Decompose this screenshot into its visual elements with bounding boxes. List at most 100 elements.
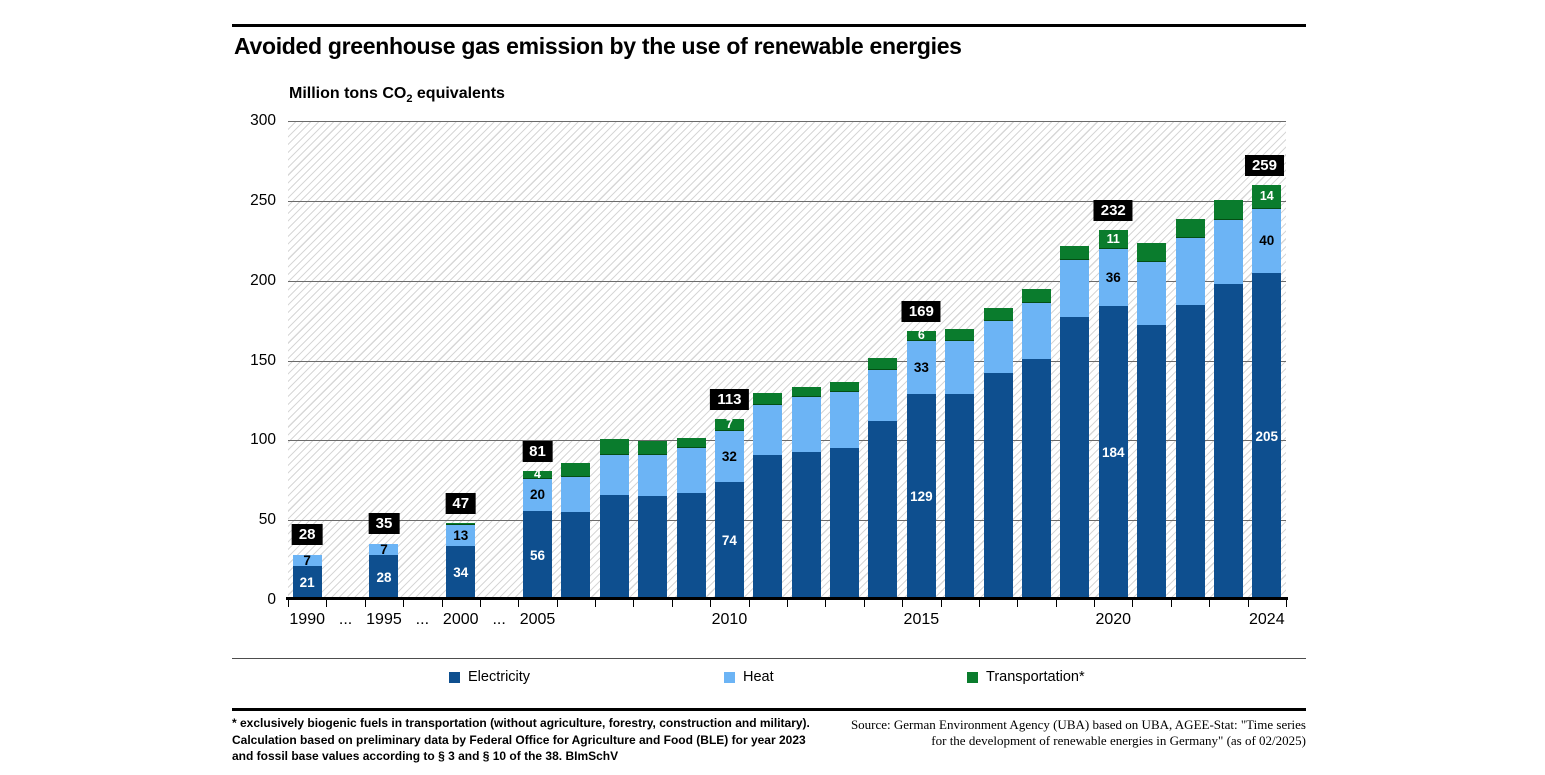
legend-item-transportation: Transportation* — [967, 669, 1085, 685]
x-axis-tick — [710, 600, 712, 607]
x-axis-tick — [1170, 600, 1172, 607]
x-axis-tick — [1055, 600, 1057, 607]
segment-value-label: 14 — [1259, 189, 1274, 204]
bar-segment-heat — [753, 405, 783, 455]
segment-value-label: 56 — [529, 547, 546, 563]
segment-value-label: 20 — [529, 486, 546, 502]
segment-value-label: 36 — [1105, 269, 1121, 285]
bar-2008 — [638, 440, 668, 600]
segment-value-label: 205 — [1255, 428, 1279, 444]
x-axis-tick — [441, 600, 443, 607]
bar-segment-transport: 7 — [714, 418, 744, 431]
x-axis-tick — [288, 600, 289, 607]
bar-segment-heat — [1175, 237, 1205, 305]
bar-segment-heat — [561, 477, 591, 513]
legend-top-rule — [232, 658, 1306, 659]
gridline-250 — [288, 200, 1286, 202]
x-axis-tick — [748, 600, 750, 607]
bar-segment-electricity: 56 — [523, 510, 552, 600]
bar-segment-electricity — [1175, 304, 1205, 600]
footnote-line: Calculation based on preliminary data by… — [232, 732, 806, 747]
bar-2020: 184 36 11 — [1098, 230, 1128, 600]
bar-segment-electricity — [561, 512, 591, 600]
bar-2015: 129 33 6 — [906, 329, 936, 600]
segment-value-label: 33 — [913, 359, 929, 375]
x-axis-label-2010: 2010 — [711, 611, 748, 628]
bar-segment-electricity — [1022, 358, 1051, 600]
x-axis-line — [286, 597, 1288, 600]
bar-segment-electricity — [945, 394, 975, 600]
x-axis-tick — [518, 600, 520, 607]
legend-item-heat: Heat — [724, 669, 774, 685]
x-axis-label-2020: 2020 — [1095, 611, 1132, 628]
bar-segment-heat: 13 — [446, 524, 476, 546]
bar-segment-transport — [1060, 246, 1090, 260]
bar-segment-heat — [830, 392, 860, 449]
x-axis-tick — [595, 600, 597, 607]
segment-value-label: 40 — [1259, 233, 1275, 248]
bar-segment-transport — [1022, 289, 1051, 304]
segment-value-label: 34 — [453, 565, 469, 581]
transportation-swatch-icon — [967, 671, 978, 683]
bar-segment-electricity — [676, 493, 706, 600]
bar-segment-heat: 32 — [714, 430, 744, 482]
segment-value-label: 7 — [380, 541, 388, 557]
x-axis-label-2024: 2024 — [1249, 611, 1285, 628]
bar-2013 — [830, 381, 860, 600]
bar-segment-electricity: 21 — [292, 566, 322, 600]
legend-label-electricity: Electricity — [468, 669, 531, 685]
bar-segment-heat — [1060, 259, 1090, 318]
bar-2000: 34 13 — [446, 522, 476, 600]
heat-swatch-icon — [724, 671, 735, 683]
x-axis-tick — [671, 600, 673, 607]
x-axis-tick — [1209, 600, 1211, 607]
bar-segment-transport — [1213, 199, 1243, 220]
bar-segment-transport — [1175, 219, 1205, 238]
total-badge-2024: 259 — [1244, 155, 1284, 177]
segment-value-label: 32 — [721, 448, 737, 464]
x-axis-label-2000: 2000 — [442, 611, 479, 628]
x-axis-tick — [902, 600, 904, 607]
bar-segment-electricity: 129 — [906, 394, 936, 600]
segment-value-label: 21 — [299, 575, 315, 591]
x-axis-tick — [940, 600, 942, 607]
x-axis-label-gap: ... — [492, 611, 506, 628]
segment-value-label: 11 — [1106, 231, 1120, 246]
bar-segment-transport — [983, 308, 1013, 321]
x-axis-tick — [556, 600, 558, 607]
x-axis-label-1990: 1990 — [289, 611, 325, 628]
bar-segment-electricity: 205 — [1252, 272, 1282, 600]
bar-segment-transport — [791, 386, 821, 398]
bar-segment-heat — [983, 320, 1013, 374]
segment-value-label: 129 — [910, 489, 933, 505]
electricity-swatch-icon — [449, 671, 460, 683]
bar-segment-electricity — [1213, 283, 1243, 600]
total-badge-1995: 35 — [368, 513, 400, 535]
bar-1990: 21 7 — [292, 554, 322, 600]
x-axis-tick — [787, 600, 788, 607]
bar-2024: 205 40 14 — [1252, 185, 1282, 600]
x-axis-tick — [1247, 600, 1249, 607]
x-axis-tick — [978, 600, 980, 607]
gridline-300 — [288, 121, 1286, 122]
legend-label-transportation: Transportation* — [986, 669, 1085, 685]
y-axis-tick-label: 250 — [250, 191, 276, 209]
x-axis-tick — [326, 600, 328, 607]
bar-2023 — [1213, 199, 1243, 600]
y-axis-tick-label: 150 — [250, 351, 276, 369]
plot-area: 21 7 28 28 7 35 34 13 47 56 20 4 81 74 32 7 113 129 33 6 169… — [288, 121, 1286, 600]
bar-segment-heat: 33 — [906, 341, 936, 395]
bar-2006 — [561, 463, 591, 600]
bar-2017 — [983, 308, 1013, 600]
footnote-block: * exclusively biogenic fuels in transpor… — [232, 715, 810, 765]
x-axis-tick — [1017, 600, 1019, 607]
segment-value-label: 28 — [376, 569, 392, 585]
x-axis-label-1995: 1995 — [366, 611, 402, 628]
bar-segment-heat: 7 — [292, 554, 322, 567]
x-axis-tick — [479, 600, 481, 607]
bar-segment-heat: 7 — [369, 541, 399, 557]
x-axis-label-2015: 2015 — [903, 611, 940, 628]
bar-segment-electricity — [753, 454, 783, 600]
segment-value-label: 4 — [534, 467, 541, 482]
bar-2016 — [945, 329, 975, 600]
